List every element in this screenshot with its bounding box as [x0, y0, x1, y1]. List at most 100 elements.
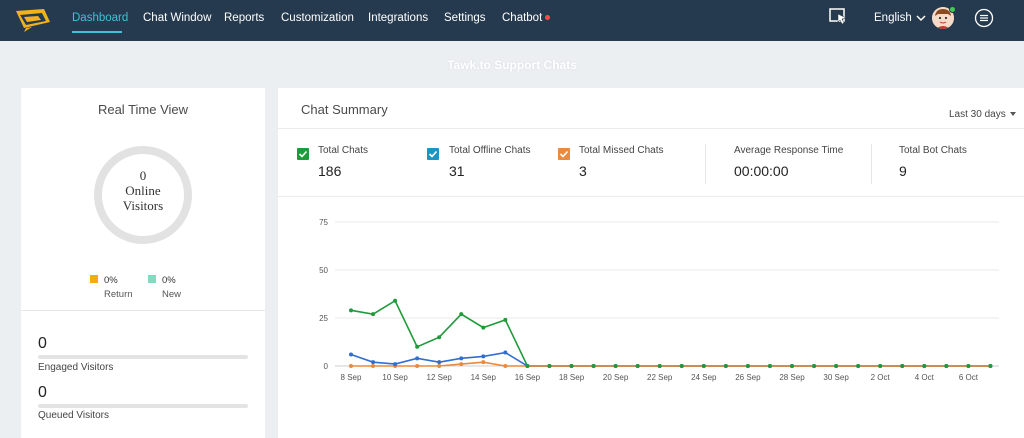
x-tick-label: 26 Sep	[735, 373, 761, 382]
data-point	[349, 352, 353, 357]
engaged-visitors-label: Engaged Visitors	[38, 362, 114, 373]
online-visitors-ring	[94, 146, 192, 244]
total-chats-label: Total Chats	[318, 145, 369, 156]
queued-visitors-value: 0	[38, 384, 47, 401]
data-point	[371, 360, 376, 365]
y-tick-label: 50	[319, 266, 328, 275]
data-point	[591, 364, 596, 368]
data-point	[834, 364, 839, 368]
nav-dashboard[interactable]: Dashboard	[72, 12, 129, 24]
queued-visitors-bar	[38, 404, 248, 408]
return-label: Return	[104, 289, 133, 300]
realtime-title: Real Time View	[97, 102, 189, 117]
queued-visitors-label: Queued Visitors	[38, 410, 109, 421]
data-point	[812, 364, 817, 368]
data-point	[503, 350, 508, 355]
x-tick-label: 22 Sep	[647, 373, 673, 382]
data-point	[437, 364, 442, 368]
y-tick-label: 75	[319, 218, 328, 227]
nav-customization[interactable]: Customization	[281, 12, 354, 24]
caret-down-icon	[1009, 112, 1016, 117]
data-point	[459, 362, 464, 367]
y-tick-label: 25	[319, 314, 328, 323]
x-tick-label: 18 Sep	[559, 373, 585, 382]
data-point	[481, 360, 486, 365]
data-point	[988, 364, 993, 368]
realtime-panel: Real Time View 0 Online Visitors 0% Retu…	[21, 88, 265, 438]
summary-separator	[871, 144, 872, 184]
chat-summary-title: Chat Summary	[301, 102, 388, 117]
nav-integrations[interactable]: Integrations	[368, 12, 429, 24]
x-tick-label: 4 Oct	[915, 373, 935, 382]
data-point	[415, 364, 420, 368]
nav-settings[interactable]: Settings	[444, 12, 486, 24]
data-point	[723, 364, 728, 368]
date-range-label: Last 30 days	[949, 109, 1006, 120]
series-line	[350, 351, 991, 367]
data-point	[459, 312, 464, 317]
x-tick-label: 20 Sep	[603, 373, 629, 382]
alert-dot	[545, 15, 551, 21]
top-nav: Dashboard Chat Window Reports Customizat…	[0, 0, 1024, 41]
data-point	[922, 364, 927, 368]
data-point	[745, 364, 750, 368]
new-pct: 0%	[162, 275, 176, 286]
x-tick-label: 28 Sep	[779, 373, 805, 382]
language-label: English	[874, 12, 912, 24]
return-legend-swatch	[90, 275, 98, 283]
online-status-dot	[949, 6, 956, 13]
chevron-down-icon	[916, 15, 926, 22]
x-tick-label: 16 Sep	[515, 373, 541, 382]
language-selector[interactable]: English	[874, 12, 926, 24]
data-point	[878, 364, 883, 368]
avg-response-label: Average Response Time	[734, 145, 844, 156]
summary-header-divider	[278, 128, 1024, 129]
x-tick-label: 10 Sep	[382, 373, 408, 382]
logo-icon[interactable]	[14, 8, 52, 32]
panel-divider	[21, 310, 265, 311]
new-legend-swatch	[148, 275, 156, 283]
cursor-window-icon[interactable]	[829, 8, 849, 26]
series-line	[350, 299, 991, 367]
data-point	[525, 364, 530, 368]
data-point	[569, 364, 574, 368]
x-tick-label: 2 Oct	[871, 373, 891, 382]
data-point	[393, 298, 398, 303]
online-visitors-text: 0 Online Visitors	[94, 168, 192, 213]
chat-summary-chart: 0 25 50 75 8 Sep 10 Sep 12 Sep 14 Sep 16 Sep 18 S…	[319, 218, 999, 382]
y-tick-label: 0	[324, 362, 329, 371]
data-point	[503, 317, 508, 322]
missed-chats-checkbox[interactable]	[558, 148, 570, 160]
nav-chat-window[interactable]: Chat Window	[143, 12, 212, 24]
x-tick-label: 14 Sep	[471, 373, 497, 382]
data-point	[966, 364, 971, 368]
online-count: 0	[139, 168, 147, 183]
nav-chatbot[interactable]: Chatbot	[502, 12, 551, 24]
visitors-label: Visitors	[122, 198, 164, 213]
data-point	[701, 364, 706, 368]
missed-chats-label: Total Missed Chats	[579, 145, 664, 156]
data-point	[437, 360, 442, 365]
engaged-visitors-bar	[38, 355, 248, 359]
data-point	[900, 364, 905, 368]
online-label: Online	[125, 183, 161, 198]
data-point	[481, 325, 486, 330]
avatar[interactable]	[932, 7, 954, 29]
x-tick-label: 12 Sep	[427, 373, 453, 382]
data-point	[459, 356, 464, 361]
date-range-dropdown[interactable]: Last 30 days	[949, 109, 1016, 120]
data-point	[856, 364, 861, 368]
data-point	[437, 335, 442, 340]
offline-chats-value: 31	[449, 163, 465, 179]
offline-chats-checkbox[interactable]	[427, 148, 439, 160]
nav-reports[interactable]: Reports	[224, 12, 265, 24]
menu-icon[interactable]	[974, 8, 994, 28]
data-point	[349, 364, 353, 368]
data-point	[944, 364, 949, 368]
data-point	[371, 364, 376, 368]
chat-summary-panel: Chat Summary Last 30 days Total Chats 18…	[278, 88, 1024, 438]
total-chats-checkbox[interactable]	[297, 148, 309, 160]
data-point	[635, 364, 640, 368]
data-point	[503, 364, 508, 368]
engaged-visitors-value: 0	[38, 335, 47, 352]
